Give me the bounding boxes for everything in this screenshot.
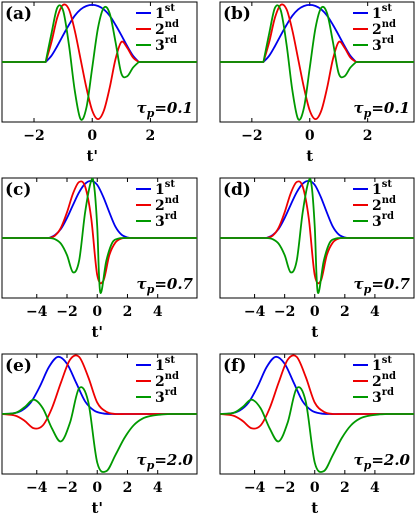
series-1st-line bbox=[1, 355, 197, 415]
legend-entry-suffix: nd bbox=[382, 371, 396, 382]
legend-entry-suffix: st bbox=[165, 355, 176, 366]
x-tick-label: 2 bbox=[363, 128, 373, 144]
x-tick-label: 4 bbox=[153, 304, 163, 320]
legend-entry: 3rd bbox=[372, 387, 394, 406]
x-tick-label: 0 bbox=[310, 480, 320, 496]
x-tick-label: 0 bbox=[87, 128, 97, 144]
x-tick-label: 2 bbox=[340, 304, 350, 320]
x-axis-label: t bbox=[311, 499, 318, 517]
x-tick-label: 2 bbox=[123, 304, 133, 320]
x-tick-label: 2 bbox=[123, 480, 133, 496]
x-tick-label: −4 bbox=[244, 304, 266, 320]
legend-entry-suffix: nd bbox=[165, 195, 179, 206]
x-tick-label: −2 bbox=[274, 480, 295, 496]
x-tick-label: 0 bbox=[92, 480, 102, 496]
panel-label: (d) bbox=[223, 180, 251, 200]
x-axis-label: t bbox=[306, 147, 313, 165]
legend-entry-suffix: st bbox=[382, 355, 393, 366]
series-2nd-line bbox=[1, 354, 197, 430]
panel-label: (e) bbox=[5, 356, 32, 376]
legend-entry-suffix: rd bbox=[382, 211, 394, 222]
tau-annotation: τp=0.1 bbox=[354, 99, 410, 120]
series-3rd-line bbox=[220, 4, 414, 121]
legend-entry: 3rd bbox=[372, 211, 394, 230]
legend-entry-suffix: rd bbox=[382, 387, 394, 398]
x-tick-label: −4 bbox=[244, 480, 266, 496]
legend-entry-suffix: st bbox=[165, 3, 176, 14]
x-axis-label: t bbox=[311, 323, 318, 341]
legend-entry: 3rd bbox=[155, 211, 177, 230]
x-tick-label: 0 bbox=[310, 304, 320, 320]
x-tick-label: −4 bbox=[26, 480, 48, 496]
legend-entry-suffix: nd bbox=[165, 19, 179, 30]
series-3rd-line bbox=[1, 386, 197, 473]
legend-entry-suffix: nd bbox=[382, 19, 396, 30]
series-3rd-line bbox=[220, 177, 414, 294]
x-axis-label: t' bbox=[86, 147, 98, 165]
x-tick-label: 0 bbox=[92, 304, 102, 320]
series-3rd-line bbox=[2, 177, 197, 294]
x-tick-label: 2 bbox=[146, 128, 156, 144]
legend-entry-suffix: st bbox=[382, 179, 393, 190]
series-1st-line bbox=[219, 355, 414, 415]
series-3rd-line bbox=[219, 386, 414, 473]
tau-annotation: τp=0.7 bbox=[137, 275, 194, 296]
legend-entry: 3rd bbox=[155, 387, 177, 406]
legend-entry-suffix: st bbox=[382, 3, 393, 14]
legend-entry-suffix: rd bbox=[165, 387, 177, 398]
legend-entry-suffix: nd bbox=[165, 371, 179, 382]
series-2nd-line bbox=[2, 3, 197, 121]
x-tick-label: 4 bbox=[370, 480, 380, 496]
series-1st-line bbox=[220, 3, 414, 63]
x-tick-label: 4 bbox=[370, 304, 380, 320]
tau-annotation: τp=0.7 bbox=[354, 275, 411, 296]
legend-entry-suffix: rd bbox=[382, 35, 394, 46]
tau-annotation: τp=0.1 bbox=[137, 99, 193, 120]
legend-entry-suffix: rd bbox=[165, 35, 177, 46]
tau-annotation: τp=2.0 bbox=[354, 451, 411, 472]
x-tick-label: −2 bbox=[23, 128, 44, 144]
x-tick-label: 2 bbox=[340, 480, 350, 496]
panel-label: (c) bbox=[5, 180, 31, 200]
series-3rd-line bbox=[2, 4, 197, 121]
x-tick-label: −2 bbox=[56, 480, 77, 496]
x-tick-label: −4 bbox=[26, 304, 48, 320]
series-1st-line bbox=[2, 3, 197, 63]
x-tick-label: −2 bbox=[274, 304, 295, 320]
panel-label: (a) bbox=[5, 4, 32, 24]
x-tick-label: 4 bbox=[153, 480, 163, 496]
legend-entry-suffix: st bbox=[165, 179, 176, 190]
x-tick-label: −2 bbox=[241, 128, 262, 144]
x-tick-label: 0 bbox=[305, 128, 315, 144]
legend-entry-suffix: nd bbox=[382, 195, 396, 206]
legend-entry: 3rd bbox=[155, 35, 177, 54]
series-2nd-line bbox=[219, 354, 414, 430]
x-axis-label: t' bbox=[91, 499, 103, 517]
panel-label: (b) bbox=[223, 4, 251, 24]
x-axis-label: t' bbox=[91, 323, 103, 341]
legend-entry: 3rd bbox=[372, 35, 394, 54]
legend-entry-suffix: rd bbox=[165, 211, 177, 222]
series-2nd-line bbox=[220, 3, 414, 121]
panel-label: (f) bbox=[223, 356, 246, 376]
x-tick-label: −2 bbox=[56, 304, 77, 320]
tau-annotation: τp=2.0 bbox=[137, 451, 194, 472]
